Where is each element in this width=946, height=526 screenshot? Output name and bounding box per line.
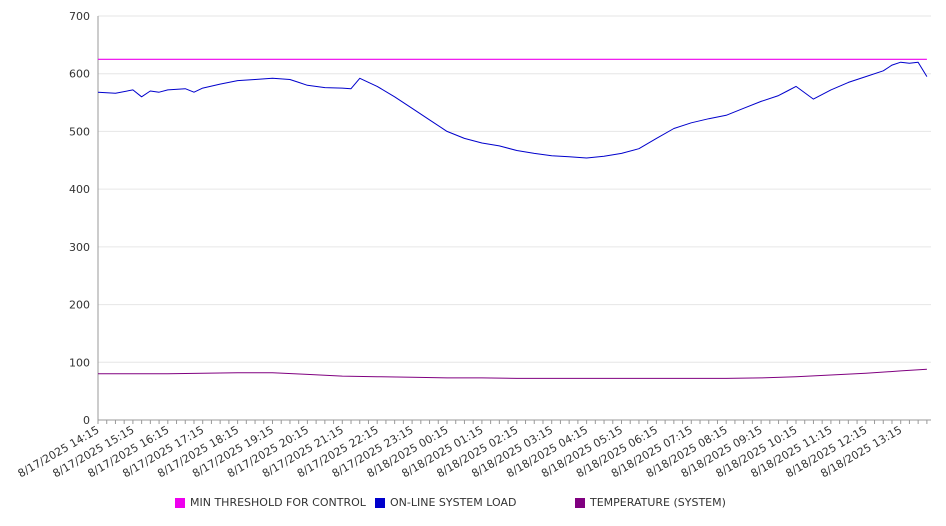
system-load-line [97, 61, 928, 159]
y-tick-label: 300 [69, 241, 90, 254]
y-tick-label: 700 [69, 10, 90, 23]
legend-swatch-threshold [175, 497, 185, 508]
x-axis-tick-labels: 8/17/2025 14:158/17/2025 15:158/17/2025 … [16, 423, 905, 480]
legend-item-threshold[interactable]: MIN THRESHOLD FOR CONTROL [175, 496, 366, 509]
series-lines [97, 58, 928, 379]
legend-item-temperature[interactable]: TEMPERATURE (SYSTEM) [575, 496, 726, 509]
legend-swatch-temperature [575, 497, 585, 508]
legend-label-load: ON-LINE SYSTEM LOAD [390, 496, 517, 509]
x-axis-ticks [97, 420, 928, 424]
legend-label-temperature: TEMPERATURE (SYSTEM) [590, 496, 726, 509]
legend-item-load[interactable]: ON-LINE SYSTEM LOAD [375, 496, 516, 509]
y-tick-label: 0 [83, 414, 90, 427]
y-tick-label: 600 [69, 68, 90, 81]
legend-label-threshold: MIN THRESHOLD FOR CONTROL [190, 496, 366, 509]
y-tick-label: 500 [69, 125, 90, 138]
legend: MIN THRESHOLD FOR CONTROL ON-LINE SYSTEM… [0, 496, 946, 516]
line-chart: 0 100 200 300 400 500 600 700 8/17/2025 14:158/… [16, 10, 931, 480]
temperature-line [98, 368, 927, 379]
grid-lines [98, 15, 931, 363]
y-tick-label: 200 [69, 299, 90, 312]
y-axis-tick-labels: 0 100 200 300 400 500 600 700 [69, 10, 90, 427]
y-tick-label: 400 [69, 183, 90, 196]
legend-swatch-load [375, 497, 385, 508]
y-tick-label: 100 [69, 356, 90, 369]
axes [97, 16, 931, 421]
